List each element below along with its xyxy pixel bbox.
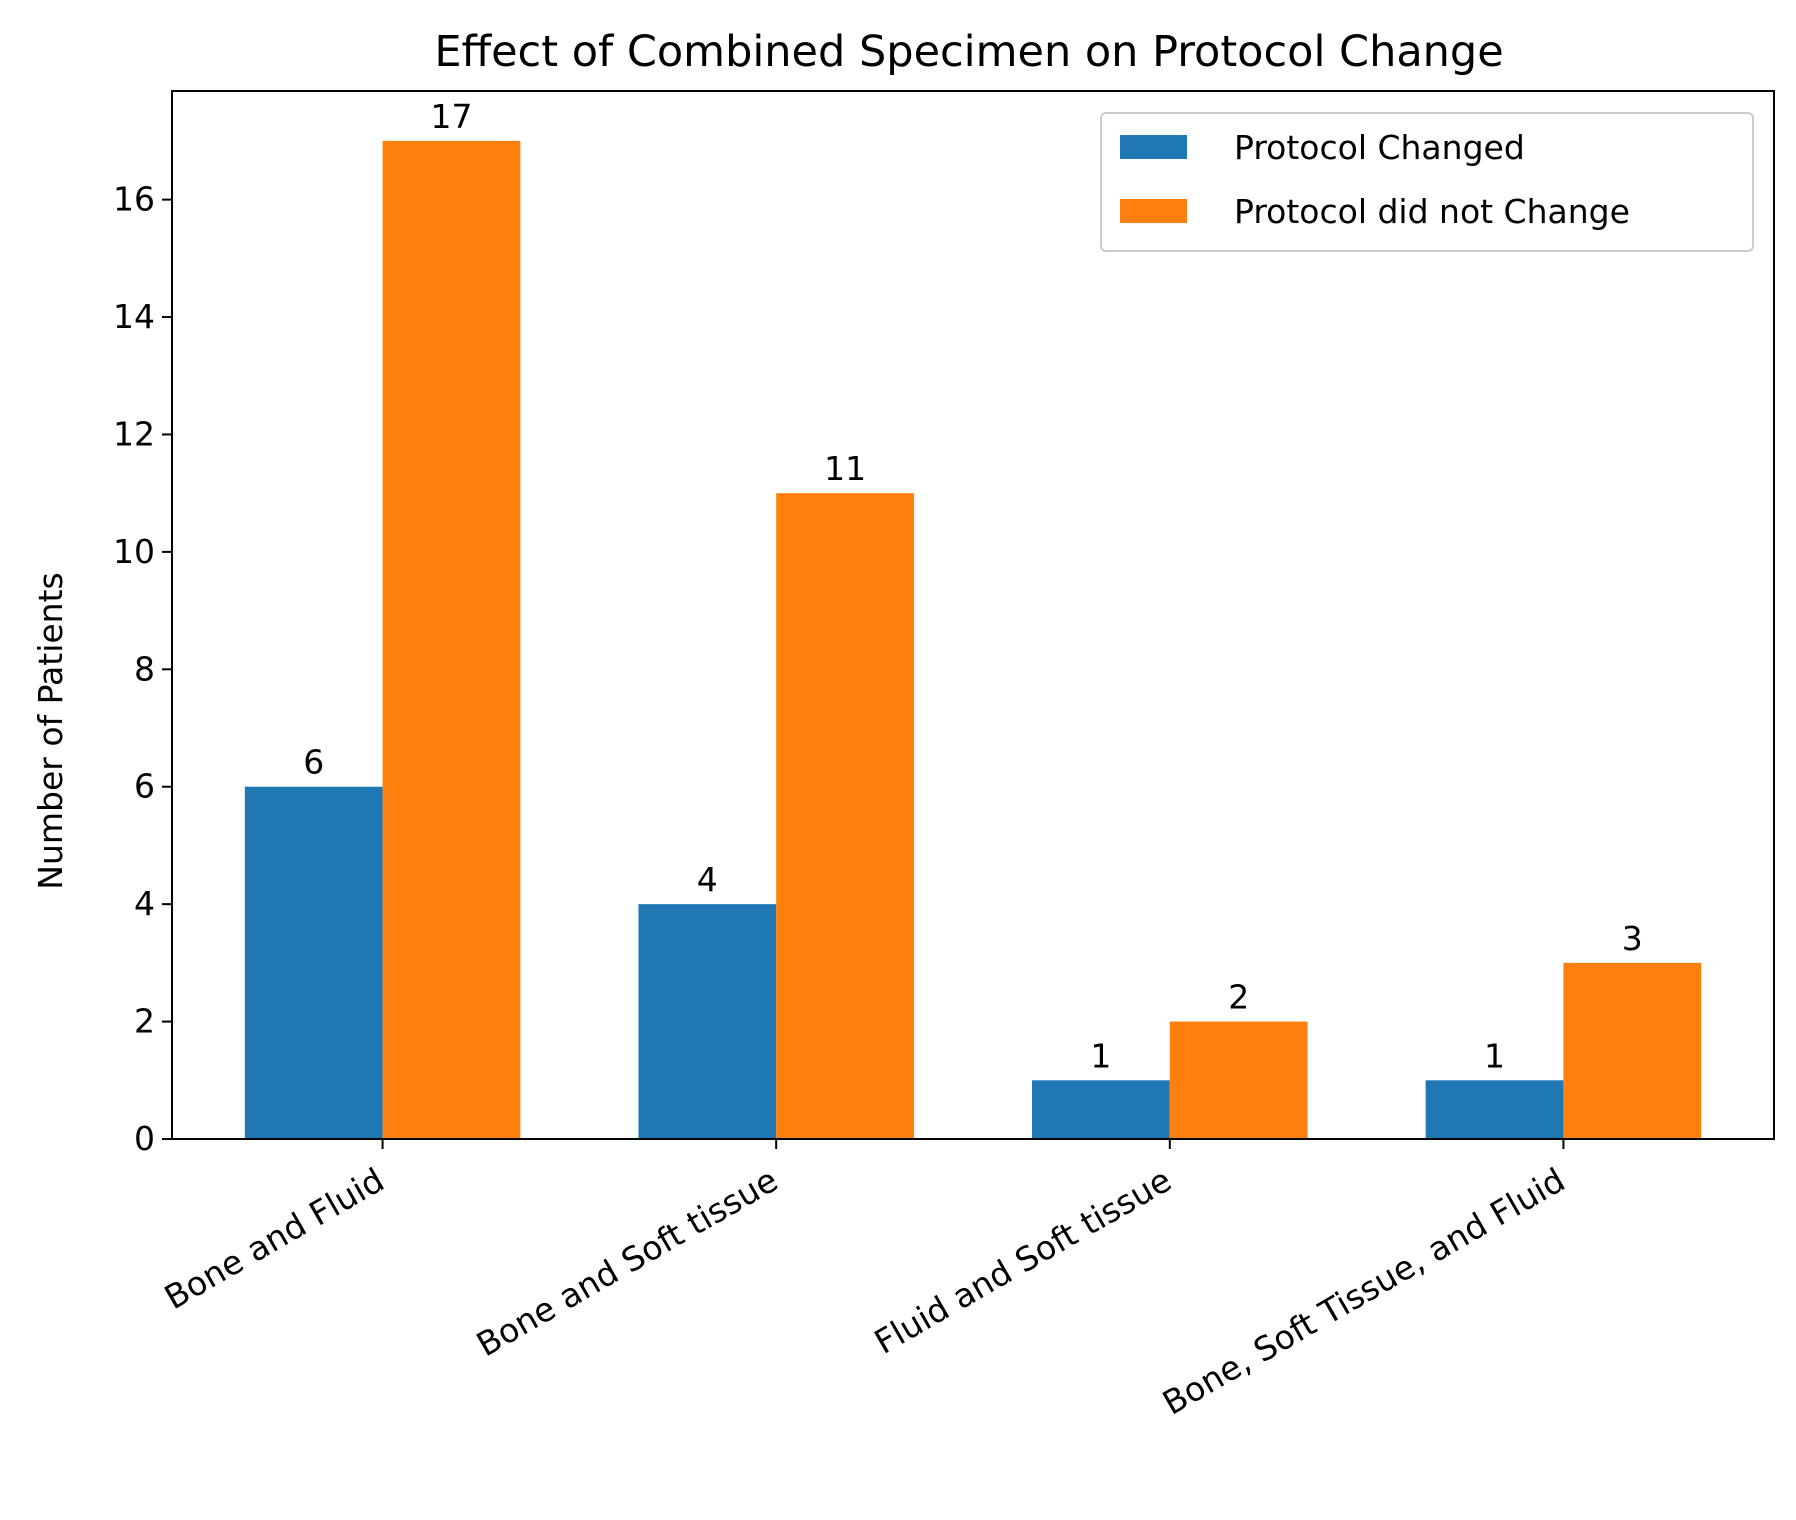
legend-swatch (1120, 199, 1187, 223)
bar (1169, 1021, 1308, 1139)
y-tick-label: 16 (113, 180, 155, 219)
legend-label: Protocol did not Change (1234, 192, 1630, 231)
bar (638, 904, 777, 1139)
bar (776, 493, 914, 1139)
y-tick-label: 12 (113, 414, 155, 453)
data-label: 4 (697, 860, 718, 899)
legend-swatch (1120, 135, 1187, 159)
data-label: 6 (303, 743, 324, 782)
plot-frame (171, 90, 1775, 1140)
y-tick-label: 10 (113, 532, 155, 571)
chart-title: Effect of Combined Specimen on Protocol … (434, 27, 1503, 77)
y-tick-label: 4 (134, 884, 155, 923)
bar (1563, 962, 1702, 1139)
legend: Protocol Changed Protocol did not Change (1100, 112, 1754, 252)
y-tick-label: 8 (134, 649, 155, 688)
bar (382, 140, 521, 1139)
y-tick-label: 14 (113, 297, 155, 336)
y-tick-label: 0 (134, 1119, 155, 1158)
data-label: 1 (1484, 1036, 1505, 1075)
legend-box (1100, 112, 1754, 252)
bar (244, 786, 383, 1139)
x-tick-label: Bone and Fluid (158, 1160, 391, 1317)
data-label: 3 (1622, 919, 1643, 958)
data-label: 11 (824, 449, 866, 488)
bar (1032, 1080, 1170, 1139)
x-tick-label: Bone, Soft Tissue, and Fluid (1156, 1160, 1572, 1422)
x-tick-label: Bone and Soft tissue (470, 1160, 784, 1364)
bar (1425, 1080, 1564, 1139)
y-axis-label: Number of Patients (31, 572, 70, 889)
data-label: 17 (430, 97, 472, 136)
x-tick-label: Fluid and Soft tissue (868, 1160, 1178, 1362)
y-tick-label: 6 (134, 767, 155, 806)
legend-label: Protocol Changed (1234, 128, 1525, 167)
data-label: 1 (1090, 1036, 1111, 1075)
y-tick-label: 2 (134, 1002, 155, 1041)
data-label: 2 (1228, 978, 1249, 1017)
